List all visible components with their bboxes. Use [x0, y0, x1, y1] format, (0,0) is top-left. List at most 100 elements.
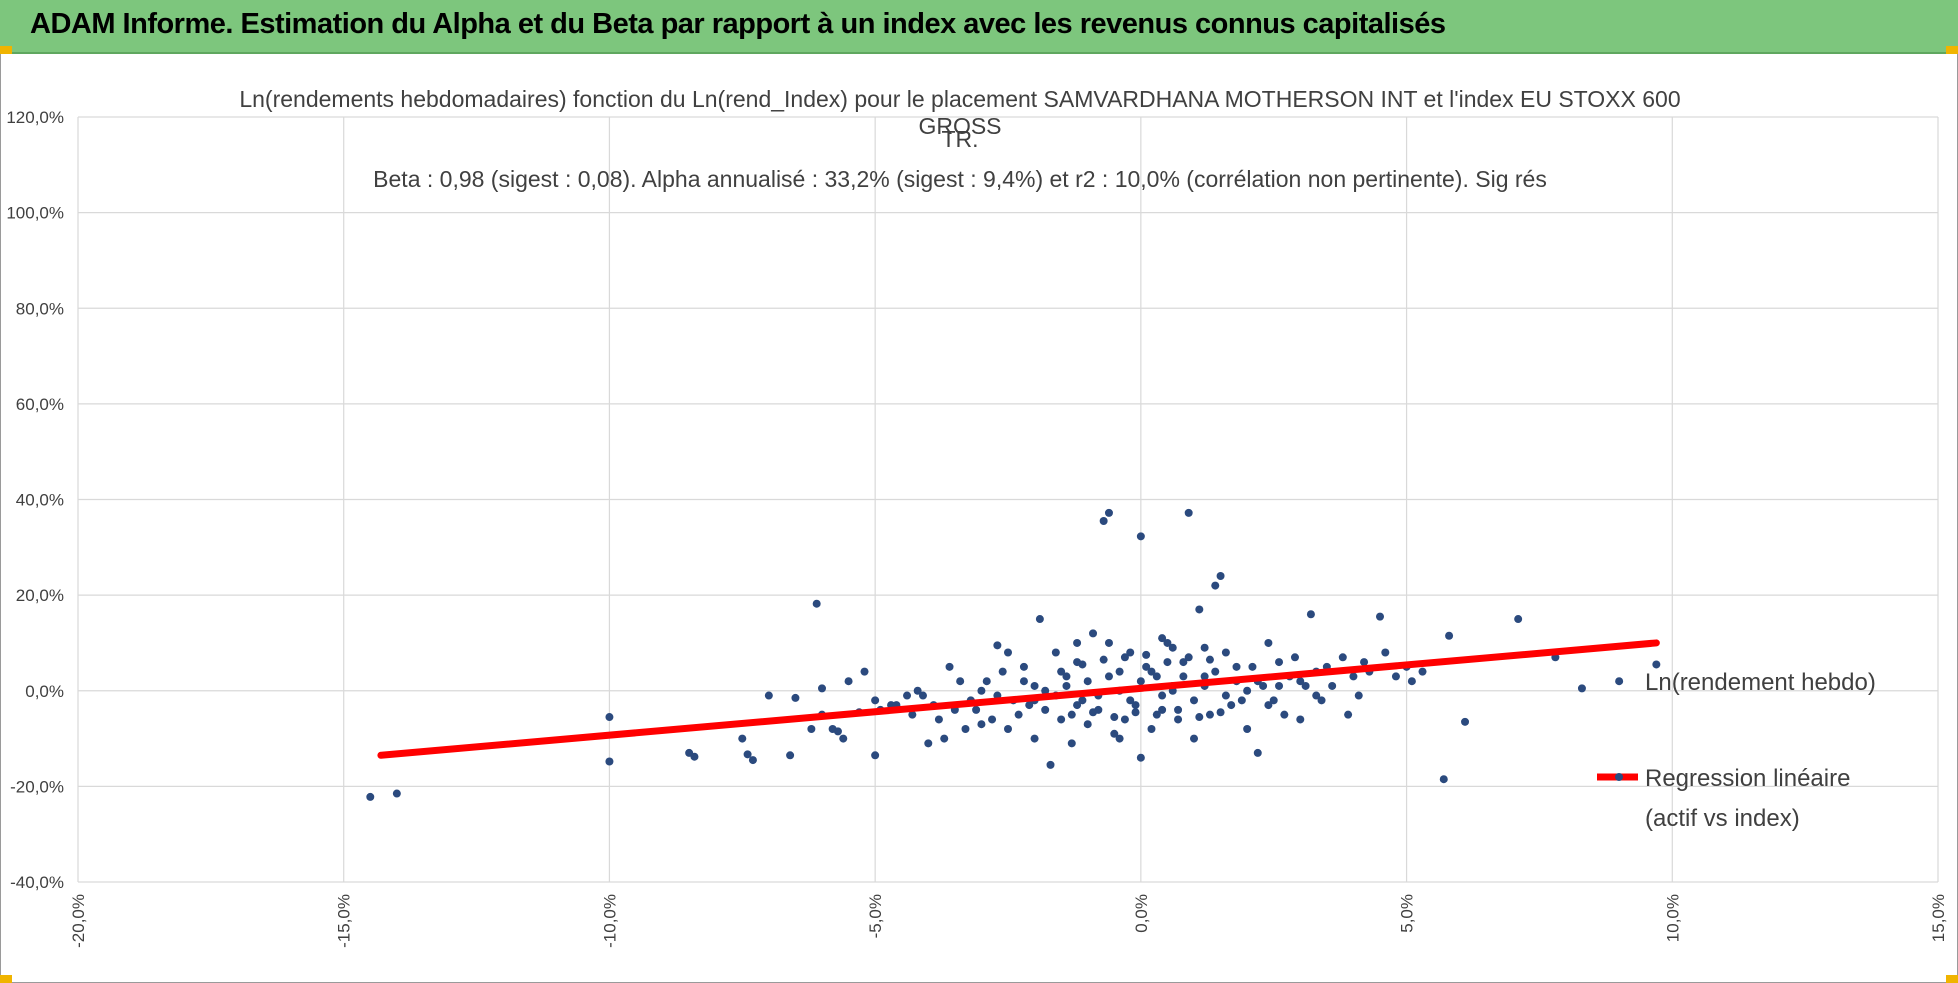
data-point: [956, 677, 965, 686]
data-point: [903, 691, 912, 700]
data-point: [605, 757, 614, 766]
data-point: [690, 752, 699, 761]
x-tick-label: -10,0%: [600, 894, 619, 948]
resize-handle-top-right: [1946, 46, 1958, 54]
data-point: [945, 662, 954, 671]
data-point: [1232, 662, 1241, 671]
scatter-points: [366, 508, 1661, 801]
data-point: [1391, 672, 1400, 681]
data-point: [1158, 691, 1167, 700]
data-point: [1184, 653, 1193, 662]
data-point: [1004, 725, 1012, 733]
regression-line: [377, 639, 1660, 759]
data-point: [871, 696, 880, 705]
data-point: [1136, 753, 1145, 762]
resize-handle-bottom-right: [1946, 975, 1958, 983]
data-point: [1163, 658, 1172, 667]
resize-handle-bottom-left: [0, 975, 12, 983]
data-point: [1073, 701, 1082, 710]
data-point: [1445, 631, 1454, 640]
x-tick-label: 10,0%: [1663, 894, 1682, 942]
data-point: [1147, 725, 1156, 733]
data-point: [1381, 648, 1390, 657]
data-point: [1275, 681, 1284, 690]
data-point: [1296, 677, 1305, 686]
data-point: [1195, 713, 1204, 722]
data-point: [839, 734, 848, 743]
chart-subtitle: Beta : 0,98 (sigest : 0,08). Alpha annua…: [373, 166, 1547, 192]
axis-tick-labels: -40,0% -20,0% 0,0% 20,0% 40,0% 60,0% 80,0% 100,…: [6, 108, 1948, 948]
legend-label-returns: Ln(rendement hebdo): [1645, 669, 1876, 696]
data-point: [1057, 715, 1066, 724]
data-point: [1115, 667, 1124, 676]
data-point: [1142, 650, 1151, 659]
data-point: [1301, 681, 1310, 690]
y-tick-label: 80,0%: [16, 299, 64, 318]
data-point: [977, 686, 986, 695]
data-point: [1030, 734, 1039, 743]
data-point: [1051, 648, 1060, 657]
data-point: [1418, 667, 1427, 676]
data-point: [1328, 681, 1337, 690]
data-point: [1184, 508, 1193, 517]
data-point: [1019, 662, 1028, 671]
data-point: [833, 727, 842, 736]
data-point: [605, 713, 614, 722]
data-point: [1078, 696, 1087, 705]
data-point: [1083, 677, 1092, 686]
data-point: [1142, 662, 1151, 671]
data-point: [982, 677, 991, 686]
data-point: [1243, 725, 1252, 733]
y-tick-label: 120,0%: [6, 108, 64, 127]
data-point: [871, 751, 880, 760]
data-point: [743, 750, 752, 759]
data-point: [1126, 696, 1135, 705]
data-point: [918, 691, 927, 700]
data-point: [1248, 662, 1257, 671]
legend-marker-regression: [1615, 773, 1623, 781]
data-point: [1306, 610, 1315, 619]
data-point: [366, 792, 375, 801]
data-point: [1120, 715, 1129, 724]
data-point: [972, 705, 981, 714]
data-point: [1152, 672, 1161, 681]
data-point: [1179, 672, 1188, 681]
data-point: [1190, 696, 1198, 705]
data-point: [1275, 658, 1284, 667]
y-tick-label: 100,0%: [6, 204, 64, 223]
data-point: [1158, 634, 1167, 643]
data-point: [1376, 612, 1384, 621]
data-point: [998, 667, 1007, 676]
data-point: [1317, 696, 1326, 705]
data-point: [1211, 667, 1220, 676]
legend-label-regression-2: (actif vs index): [1645, 805, 1800, 832]
data-point: [1046, 760, 1055, 769]
data-point: [993, 641, 1002, 650]
data-point: [1136, 677, 1145, 686]
data-point: [1200, 672, 1209, 681]
data-point: [844, 677, 853, 686]
x-tick-label: 0,0%: [1132, 894, 1151, 933]
data-point: [1115, 734, 1124, 743]
data-point: [1264, 638, 1273, 647]
data-point: [1439, 775, 1448, 784]
x-tick-label: -5,0%: [866, 894, 885, 938]
data-point: [1168, 643, 1177, 652]
data-point: [1615, 677, 1624, 686]
data-point: [1062, 681, 1071, 690]
data-point: [1104, 508, 1113, 517]
data-point: [1041, 686, 1050, 695]
data-point: [1227, 701, 1236, 710]
data-point: [1211, 581, 1220, 590]
report-banner: ADAM Informe. Estimation du Alpha et du …: [0, 0, 1958, 54]
data-point: [1120, 653, 1129, 662]
chart-title-line-2: TR.: [941, 126, 979, 152]
legend-label-regression-1: Regression linéaire: [1645, 765, 1850, 792]
data-point: [786, 751, 795, 760]
resize-handle-top-left: [0, 46, 12, 54]
data-point: [1461, 717, 1470, 726]
data-point: [1014, 710, 1023, 719]
x-tick-label: -20,0%: [69, 894, 88, 948]
data-point: [1237, 696, 1246, 705]
